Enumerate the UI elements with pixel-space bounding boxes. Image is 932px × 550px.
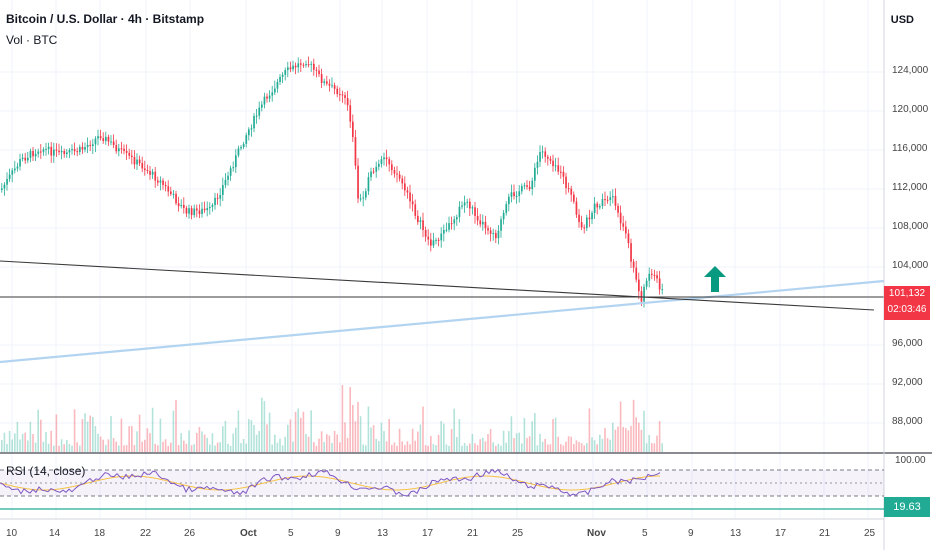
volume-bars (1, 385, 663, 452)
rsi-line (0, 468, 661, 497)
price-tick: 96,000 (892, 338, 923, 349)
time-tick: 17 (422, 528, 434, 539)
time-tick-month: Oct (240, 528, 257, 539)
currency-button[interactable]: USD (890, 14, 914, 26)
time-tick: 9 (335, 528, 341, 539)
price-tick: 112,000 (892, 182, 928, 193)
time-tick: 13 (377, 528, 389, 539)
rsi-pane (0, 468, 884, 510)
time-tick: 26 (184, 528, 196, 539)
time-tick: 25 (864, 528, 876, 539)
trendline-support[interactable] (0, 279, 885, 364)
price-tick: 104,000 (892, 260, 929, 271)
time-tick: 9 (688, 528, 694, 539)
time-tick: 21 (467, 528, 479, 539)
up-arrow-icon[interactable] (704, 266, 726, 292)
trendline-resistance[interactable] (0, 260, 875, 311)
time-tick-month: Nov (587, 528, 606, 539)
time-tick: 17 (775, 528, 787, 539)
time-tick: 22 (140, 528, 152, 539)
time-tick: 18 (94, 528, 106, 539)
time-tick: 21 (819, 528, 831, 539)
price-tick: 88,000 (892, 416, 923, 427)
time-tick: 14 (49, 528, 61, 539)
time-tick: 5 (642, 528, 648, 539)
time-tick: 13 (730, 528, 742, 539)
rsi-ma-line (0, 475, 660, 491)
price-tick: 124,000 (892, 65, 929, 76)
rsi-axis-tick: 100.00 (895, 455, 926, 466)
time-tick: 10 (6, 528, 18, 539)
rsi-value-label: 19.63 (884, 497, 930, 517)
bar-countdown: 02:03:46 (887, 304, 927, 315)
candlestick-series (1, 56, 664, 308)
chart-grid (0, 0, 884, 519)
time-tick: 5 (288, 528, 294, 539)
price-tick: 92,000 (892, 377, 923, 388)
volume-legend[interactable]: Vol · BTC (6, 33, 58, 47)
price-tick: 120,000 (892, 104, 929, 115)
last-price-label: 101,132 02:03:46 (884, 286, 930, 320)
symbol-title[interactable]: Bitcoin / U.S. Dollar · 4h · Bitstamp (6, 12, 205, 26)
time-tick: 25 (512, 528, 524, 539)
price-tick: 108,000 (892, 221, 929, 232)
price-tick: 116,000 (892, 143, 928, 154)
last-price-value: 101,132 (888, 288, 926, 299)
rsi-legend[interactable]: RSI (14, close) (6, 464, 86, 478)
